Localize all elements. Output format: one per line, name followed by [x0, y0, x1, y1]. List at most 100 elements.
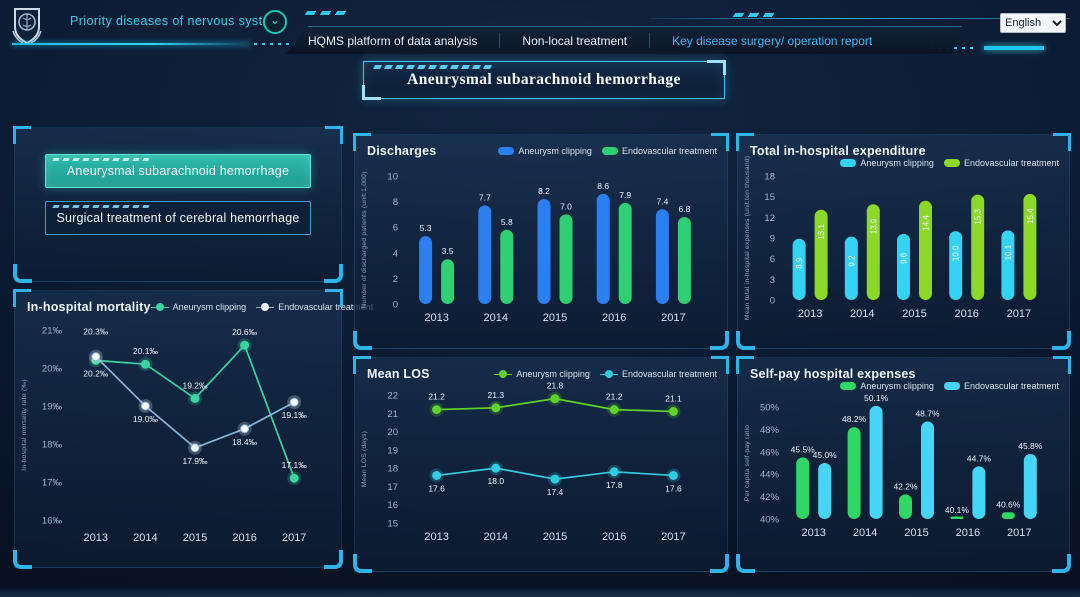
page-title: Aneurysmal subarachnoid hemorrhage: [407, 71, 681, 88]
svg-text:21.1: 21.1: [665, 393, 682, 403]
corner-bracket: [353, 133, 371, 151]
legend-label: Endovascular treatment: [963, 158, 1059, 168]
svg-text:20‰: 20‰: [42, 364, 63, 375]
legend: Aneurysm clipping Endovascular treatment: [494, 367, 717, 379]
discharges-chart: 0 2 4 6 8 10 Number of discharged patients (un…: [361, 171, 691, 324]
legend-label: Aneurysm clipping: [860, 381, 934, 391]
svg-text:17: 17: [387, 482, 398, 493]
corner-bracket: [710, 554, 729, 573]
language-select[interactable]: English: [1000, 13, 1066, 33]
legend-item-endovascular-treatment[interactable]: Endovascular treatment: [943, 381, 1059, 391]
legend-item-endovascular-treatment[interactable]: Endovascular treatment: [599, 369, 717, 379]
hospital-crest-logo: [9, 5, 45, 47]
legend-item-endovascular-treatment[interactable]: Endovascular treatment: [943, 158, 1059, 168]
legend-item-aneurysm-clipping[interactable]: Aneurysm clipping: [840, 381, 934, 391]
mean-los-chart: 15 16 17 18 19 20 21 22 Mean LOS (days) 2013 2014 2…: [361, 381, 686, 543]
tab-divider: [499, 33, 500, 48]
decorative-dashes-1: [304, 11, 352, 15]
panel-title: Discharges: [367, 144, 437, 158]
corner-bracket: [711, 133, 729, 151]
legend-item-aneurysm-clipping[interactable]: Aneurysm clipping: [150, 302, 246, 312]
svg-text:8: 8: [393, 197, 398, 208]
svg-text:17.8: 17.8: [606, 480, 623, 490]
svg-text:0: 0: [770, 296, 775, 307]
svg-text:19.2‰: 19.2‰: [182, 380, 208, 390]
svg-text:20.3‰: 20.3‰: [83, 327, 109, 337]
tab-hqms-platform[interactable]: HQMS platform of data analysis: [308, 33, 478, 48]
discharges-panel: Discharges Aneurysm clipping Endovascular…: [353, 133, 729, 350]
legend-swatch: [943, 382, 960, 390]
page-title-box: Aneurysmal subarachnoid hemorrhage: [362, 60, 726, 100]
svg-text:42%: 42%: [760, 492, 780, 503]
legend-swatch: [943, 159, 960, 167]
svg-text:20.2‰: 20.2‰: [83, 368, 109, 378]
legend: Aneurysm clipping Endovascular treatment: [738, 158, 1069, 168]
svg-text:46%: 46%: [760, 447, 780, 458]
svg-text:48.7%: 48.7%: [915, 409, 940, 419]
tab-key-disease-report[interactable]: Key disease surgery/ operation report: [672, 33, 873, 48]
svg-text:2016: 2016: [954, 308, 978, 320]
brand-dropdown-icon[interactable]: ⌄: [263, 10, 287, 34]
legend-label: Endovascular treatment: [621, 369, 717, 379]
svg-text:19.0‰: 19.0‰: [133, 414, 159, 424]
svg-text:2014: 2014: [850, 308, 874, 320]
svg-text:3: 3: [770, 275, 775, 286]
series-aneurysm-clipping: 20.2‰ 20.1‰ 19.2‰ 20.6‰ 17.1‰: [83, 327, 307, 486]
legend-item-endovascular-treatment[interactable]: Endovascular treatment: [601, 146, 717, 156]
legend-swatch: [840, 159, 857, 167]
svg-text:21‰: 21‰: [42, 326, 63, 337]
svg-text:44.7%: 44.7%: [967, 453, 992, 463]
svg-text:13.1: 13.1: [817, 224, 826, 240]
series-endovascular-treatment: 17.6 18.0 17.4 17.8 17.6: [428, 461, 682, 497]
disease-button-cerebral-hemorrhage[interactable]: Surgical treatment of cerebral hemorrhag…: [45, 201, 311, 235]
svg-text:0: 0: [393, 300, 398, 311]
legend-item-aneurysm-clipping[interactable]: Aneurysm clipping: [498, 146, 592, 156]
svg-text:2013: 2013: [801, 527, 825, 539]
top-bar: Priority diseases of nervous system ⌄ HQ…: [0, 0, 1080, 55]
legend-item-endovascular-treatment[interactable]: Endovascular treatment: [256, 302, 373, 312]
mortality-chart: 16‰ 17‰ 18‰ 19‰ 20‰ 21‰ In-hospital mortality …: [21, 326, 307, 545]
svg-text:40.1%: 40.1%: [945, 505, 970, 515]
legend-label: Aneurysm clipping: [518, 146, 592, 156]
series-endovascular-treatment: 20.3‰ 19.0‰ 17.9‰ 18.4‰ 19.1‰: [83, 327, 307, 466]
svg-text:48.2%: 48.2%: [842, 414, 867, 424]
legend-label: Aneurysm clipping: [860, 158, 934, 168]
tab-divider: [649, 33, 650, 48]
corner-bracket: [325, 289, 343, 307]
legend-item-aneurysm-clipping[interactable]: Aneurysm clipping: [840, 158, 934, 168]
svg-text:2017: 2017: [282, 532, 306, 544]
svg-text:2015: 2015: [183, 532, 207, 544]
decorative-line-right: [650, 18, 1070, 19]
legend-item-aneurysm-clipping[interactable]: Aneurysm clipping: [494, 369, 590, 379]
svg-text:2016: 2016: [956, 527, 980, 539]
corner-bracket: [13, 126, 31, 144]
brand-title: Priority diseases of nervous system: [70, 14, 281, 28]
legend-line-marker: [494, 370, 513, 379]
svg-text:10.1: 10.1: [1004, 244, 1013, 260]
svg-text:20: 20: [387, 427, 398, 438]
corner-bracket: [353, 356, 371, 374]
svg-text:20.6‰: 20.6‰: [232, 327, 258, 337]
svg-text:14.4: 14.4: [922, 215, 931, 231]
legend-swatch: [601, 147, 618, 155]
legend-line-marker: [599, 370, 618, 379]
disease-button-aneurysmal-sah[interactable]: Aneurysmal subarachnoid hemorrhage: [45, 154, 311, 188]
svg-text:2014: 2014: [133, 532, 157, 544]
svg-text:2017: 2017: [1007, 527, 1031, 539]
svg-text:19‰: 19‰: [42, 402, 63, 413]
panel-title: Total in-hospital expenditure: [750, 144, 926, 158]
corner-bracket: [711, 356, 729, 374]
tab-non-local-treatment[interactable]: Non-local treatment: [522, 33, 628, 48]
svg-text:6: 6: [393, 223, 398, 234]
svg-text:21.2: 21.2: [606, 392, 623, 402]
svg-text:6.8: 6.8: [678, 204, 690, 214]
svg-text:2016: 2016: [602, 531, 626, 543]
button-dash-decoration: [52, 158, 150, 161]
svg-text:15: 15: [387, 519, 398, 530]
svg-text:4: 4: [393, 248, 398, 259]
svg-text:5.3: 5.3: [420, 223, 432, 233]
corner-bracket: [353, 331, 372, 350]
disease-selector-panel: Aneurysmal subarachnoid hemorrhage Surgi…: [13, 126, 343, 283]
svg-text:18.4‰: 18.4‰: [232, 437, 258, 447]
corner-bracket: [736, 133, 754, 151]
